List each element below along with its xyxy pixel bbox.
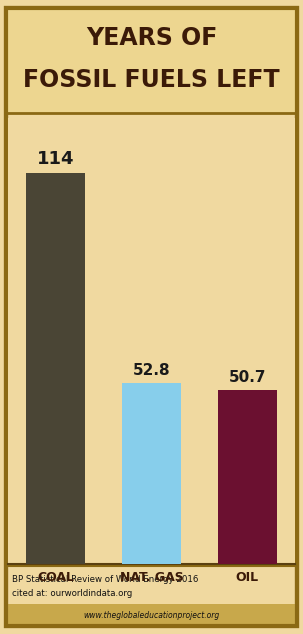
Text: YEARS OF: YEARS OF bbox=[86, 26, 217, 50]
Bar bbox=[6, 604, 297, 626]
Text: RESERVES/PRODUCTION
RATIO (R/P) IS THE
NUMBER OF YEARS THAT
KNOWN GLOBAL
RESERVE: RESERVES/PRODUCTION RATIO (R/P) IS THE N… bbox=[148, 121, 277, 256]
Text: 50.7: 50.7 bbox=[228, 370, 266, 385]
Bar bbox=[218, 390, 277, 564]
Text: BP Statistical Review of World Energy 2016: BP Statistical Review of World Energy 20… bbox=[12, 574, 198, 583]
Text: FOSSIL FUELS LEFT: FOSSIL FUELS LEFT bbox=[23, 68, 280, 92]
Text: www.theglobaleducationproject.org: www.theglobaleducationproject.org bbox=[83, 611, 220, 619]
Bar bbox=[6, 8, 297, 113]
Text: cited at: ourworldindata.org: cited at: ourworldindata.org bbox=[12, 590, 132, 598]
Text: 114: 114 bbox=[37, 150, 75, 168]
Bar bbox=[122, 383, 181, 564]
Text: 52.8: 52.8 bbox=[133, 363, 170, 378]
Bar bbox=[26, 173, 85, 564]
